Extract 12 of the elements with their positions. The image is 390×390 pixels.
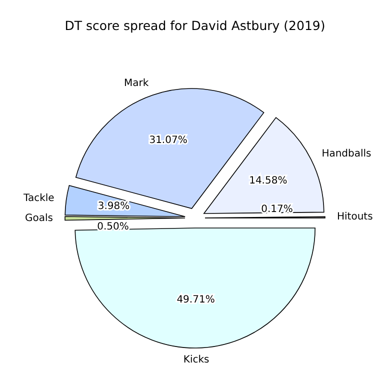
chart-title: DT score spread for David Astbury (2019) bbox=[64, 18, 326, 33]
data-label: 3.98% bbox=[98, 201, 130, 212]
slice-label: Mark bbox=[124, 78, 149, 90]
slice-label: Kicks bbox=[183, 354, 210, 366]
slice-label: Goals bbox=[25, 212, 53, 224]
slice-label: Hitouts bbox=[337, 212, 373, 223]
slice-label: Tackle bbox=[22, 192, 54, 204]
data-label: 14.58% bbox=[249, 175, 288, 186]
data-label: 0.17% bbox=[261, 204, 293, 216]
slice-label: Handballs bbox=[322, 148, 372, 160]
data-label: 49.71% bbox=[176, 294, 215, 306]
data-label: 31.07% bbox=[149, 134, 188, 146]
